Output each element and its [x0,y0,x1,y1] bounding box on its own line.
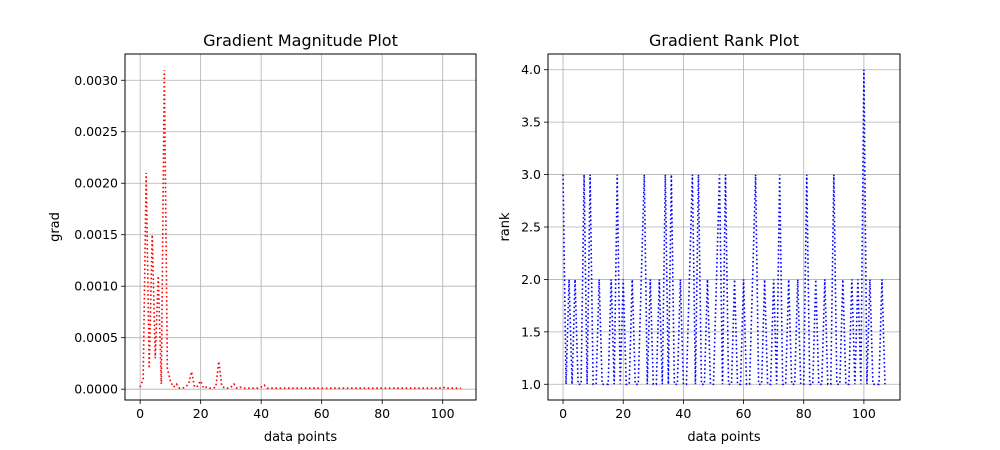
y-tick-label: 3.5 [521,115,541,130]
y-tick-label: 0.0015 [74,227,118,242]
y-tick-label: 0.0020 [74,176,118,191]
x-tick-label: 0 [136,406,144,421]
series-line-0 [562,69,886,386]
x-axis-label: data points [264,430,338,445]
x-tick-label: 80 [796,406,812,421]
plot-area-gradient-magnitude [125,54,476,400]
x-tick-label: 100 [431,406,455,421]
x-tick-label: 40 [675,406,691,421]
y-ticks-gradient-rank: 1.0 1.5 2.0 2.5 3.0 3.5 4.0 [521,62,548,392]
series-gradient-rank [562,69,886,386]
x-tick-label: 20 [615,406,631,421]
x-tick-label: 80 [374,406,390,421]
chart-gradient-rank: 0 20 40 60 80 100 1.0 1.5 2.0 2.5 3.0 3.5 4.0 Gradi… [498,31,901,445]
series-gradient-magnitude [139,69,461,390]
x-ticks-gradient-magnitude: 0 20 40 60 80 100 [136,400,455,421]
chart-title: Gradient Magnitude Plot [203,31,398,50]
y-tick-label: 0.0005 [74,330,118,345]
x-ticks-gradient-rank: 0 20 40 60 80 100 [559,400,876,421]
chart-gradient-magnitude: 0 20 40 60 80 100 0.00000.00050.00100.00150.0… [48,31,477,445]
y-tick-label: 0.0025 [74,124,118,139]
x-tick-label: 0 [559,406,567,421]
grid-gradient-magnitude [125,54,476,400]
x-tick-label: 100 [852,406,876,421]
y-axis-label: rank [498,212,513,242]
chart-title: Gradient Rank Plot [649,31,799,50]
y-tick-label: 0.0030 [74,73,118,88]
y-tick-label: 0.0000 [74,382,118,397]
x-axis-label: data points [687,430,761,445]
y-tick-label: 2.0 [521,272,541,287]
y-tick-label: 2.5 [521,220,541,235]
y-tick-label: 4.0 [521,62,541,77]
x-tick-label: 40 [253,406,269,421]
y-tick-label: 1.5 [521,324,541,339]
y-tick-label: 0.0010 [74,279,118,294]
y-tick-label: 1.0 [521,377,541,392]
series-line-0 [139,69,461,390]
x-tick-label: 60 [314,406,330,421]
y-ticks-gradient-magnitude: 0.0000 0.0005 0.0010 0.0015 0.0020 0.0025 0.00… [74,73,125,397]
x-tick-label: 60 [736,406,752,421]
y-tick-label: 3.0 [521,167,541,182]
x-tick-label: 20 [193,406,209,421]
frame-gradient-magnitude [124,53,477,401]
y-axis-label: grad [48,212,63,242]
